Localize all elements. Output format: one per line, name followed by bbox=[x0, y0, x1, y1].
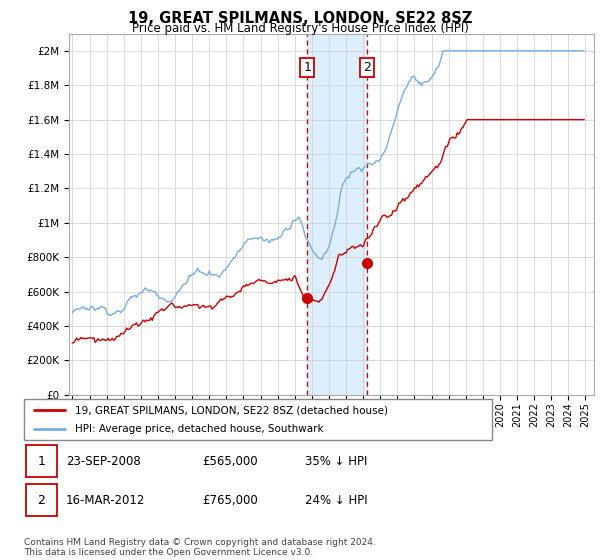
Text: 2: 2 bbox=[37, 494, 45, 507]
Text: 23-SEP-2008: 23-SEP-2008 bbox=[66, 455, 141, 468]
Text: 24% ↓ HPI: 24% ↓ HPI bbox=[305, 494, 367, 507]
Text: 1: 1 bbox=[37, 455, 45, 468]
Bar bbox=[307, 34, 367, 395]
Text: £765,000: £765,000 bbox=[202, 494, 257, 507]
Text: 16-MAR-2012: 16-MAR-2012 bbox=[66, 494, 145, 507]
Text: 1: 1 bbox=[303, 61, 311, 74]
FancyBboxPatch shape bbox=[26, 484, 57, 516]
Text: Contains HM Land Registry data © Crown copyright and database right 2024.
This d: Contains HM Land Registry data © Crown c… bbox=[24, 538, 376, 557]
Text: £565,000: £565,000 bbox=[202, 455, 257, 468]
FancyBboxPatch shape bbox=[26, 445, 57, 477]
Text: 19, GREAT SPILMANS, LONDON, SE22 8SZ: 19, GREAT SPILMANS, LONDON, SE22 8SZ bbox=[128, 11, 472, 26]
Text: HPI: Average price, detached house, Southwark: HPI: Average price, detached house, Sout… bbox=[76, 424, 324, 433]
Text: 2: 2 bbox=[363, 61, 371, 74]
Text: 35% ↓ HPI: 35% ↓ HPI bbox=[305, 455, 367, 468]
Text: 19, GREAT SPILMANS, LONDON, SE22 8SZ (detached house): 19, GREAT SPILMANS, LONDON, SE22 8SZ (de… bbox=[76, 405, 388, 415]
Text: Price paid vs. HM Land Registry's House Price Index (HPI): Price paid vs. HM Land Registry's House … bbox=[131, 22, 469, 35]
